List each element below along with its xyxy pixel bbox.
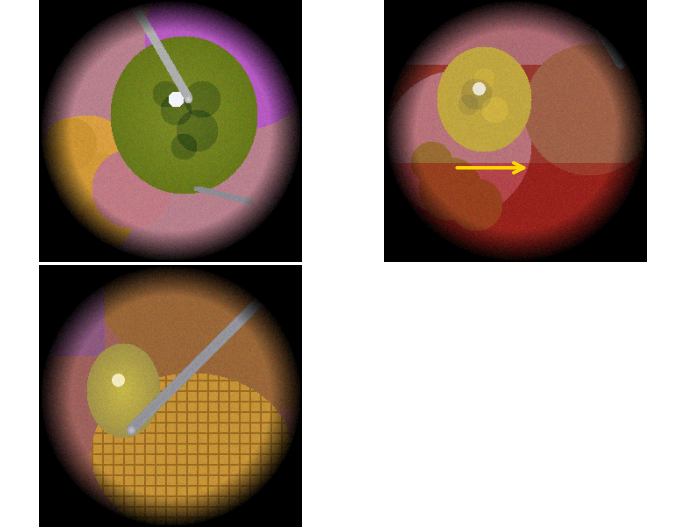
Text: a: a bbox=[47, 8, 59, 26]
Text: c: c bbox=[47, 272, 58, 291]
Text: b: b bbox=[391, 8, 404, 26]
